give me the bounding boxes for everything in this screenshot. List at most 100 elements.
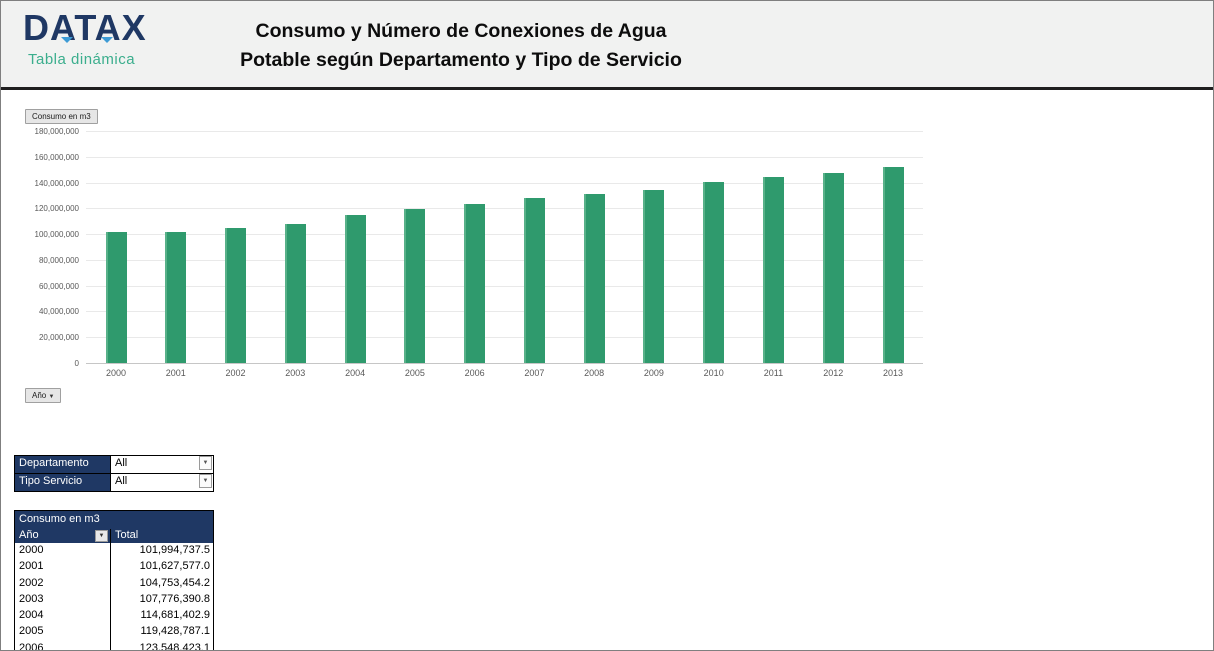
y-tick-label: 0 [74,359,79,368]
table-row: 2003 107,776,390.8 [15,591,213,609]
chart-axis-field-button[interactable]: Año ▼ [25,388,62,403]
gridline [86,259,923,261]
y-tick-label: 100,000,000 [34,230,80,240]
y-tick-label: 40,000,000 [38,307,79,317]
x-axis: 2000 2001 2002 2003 2004 2005 2006 2007 2008 2009… [86,368,923,382]
bar-2007 [523,198,545,363]
gridline [86,285,923,287]
x-tick-label: 2001 [165,368,186,378]
x-tick-label: 2004 [345,368,366,378]
title-line-2: Potable según Departamento y Tipo de Ser… [240,49,682,71]
x-tick-label: 2002 [225,368,246,378]
table-row: 2000 101,994,737.5 [15,543,213,560]
chart-plot-area [86,131,923,364]
x-tick-label: 2005 [404,368,425,378]
chevron-down-icon: ▼ [48,394,55,400]
year-cell: 2002 [15,575,111,592]
year-cell: 2005 [15,624,111,641]
year-cell: 2001 [15,559,111,576]
table-row: 2002 104,753,454.2 [15,575,213,592]
bar-2005 [404,209,426,363]
bar-2008 [583,193,605,363]
dropdown-button[interactable]: ▼ [199,474,212,488]
gridline [86,337,923,339]
table-row: 2004 114,681,402.9 [15,608,213,625]
autofilter-button[interactable]: ▼ [95,530,108,542]
pivot-table-title: Consumo en m3 [15,511,213,529]
bar-2004 [344,215,366,363]
bar-2009 [643,189,665,363]
y-tick-label: 120,000,000 [34,204,80,214]
filter-label: Departamento [15,456,111,473]
y-tick-label: 180,000,000 [34,127,80,136]
table-row: 2006 123,548,423.1 [15,640,213,651]
filter-value-dropdown[interactable]: All ▼ [111,474,213,491]
x-tick-label: 2007 [524,368,545,378]
total-cell: 114,681,402.9 [140,609,210,622]
x-tick-label: 2009 [643,368,664,378]
pivot-table: Consumo en m3 Año ▼ Total 2000 101,994,73… [14,510,214,651]
x-tick-label: 2006 [464,368,485,378]
y-tick-label: 160,000,000 [34,152,80,162]
year-cell: 2006 [15,640,111,650]
table-row: 2001 101,627,577.0 [15,559,213,576]
y-tick-label: 20,000,000 [38,333,79,343]
gridline [86,311,923,313]
report-header: DATAX Tabla dinámica Consumo y Número de… [1,1,1213,90]
datax-logo: DATAX [23,7,147,48]
filter-table: Departamento All ▼ Tipo Servicio All ▼ [14,455,214,492]
bar-2012 [822,172,844,363]
pivot-table-body: 2000 101,994,737.5 2001 101,627,577.0 2002 10… [15,543,213,651]
x-tick-label: 2010 [703,368,724,378]
filter-label: Tipo Servicio [15,474,111,491]
axis-button-label: Año [32,391,47,400]
total-column-header: Total [115,529,139,541]
year-cell: 2004 [15,608,111,625]
table-row: 2005 119,428,787.1 [15,624,213,641]
total-cell: 123,548,423.1 [139,641,210,651]
x-tick-label: 2003 [285,368,306,378]
x-tick-label: 2008 [584,368,605,378]
total-cell: 101,627,577.0 [139,560,210,573]
bar-2013 [882,166,904,363]
total-cell: 101,994,737.5 [139,544,210,556]
bar-2003 [284,224,306,363]
filter-row: Departamento All ▼ [15,456,213,474]
logo-triangle-icon [61,37,73,43]
bar-2000 [105,231,127,363]
title-line-1: Consumo y Número de Conexiones de Agua [255,20,667,42]
bar-2011 [762,177,784,363]
x-tick-label: 2000 [105,368,127,378]
dropdown-button[interactable]: ▼ [199,456,212,470]
y-tick-label: 60,000,000 [38,281,79,291]
total-cell: 104,753,454.2 [139,576,210,589]
x-tick-label: 2011 [763,368,784,378]
bar-2006 [464,203,486,363]
logo-triangle-icon [101,37,113,43]
y-tick-label: 80,000,000 [38,255,79,265]
x-tick-label: 2012 [823,368,844,378]
report-title: Consumo y Número de Conexiones de Agua P… [151,17,771,75]
chart-value-field-button[interactable]: Consumo en m3 [25,109,98,124]
bar-2001 [165,232,187,363]
bar-2010 [703,182,725,363]
year-column-header: Año ▼ [15,529,111,543]
x-tick-label: 2013 [882,368,904,378]
gridline [86,156,923,158]
year-cell: 2003 [15,591,111,609]
y-tick-label: 140,000,000 [34,178,80,188]
filter-value-dropdown[interactable]: All ▼ [111,456,213,473]
gridline [86,234,923,236]
total-cell: 119,428,787.1 [140,625,210,638]
gridline [86,131,923,132]
filter-row: Tipo Servicio All ▼ [15,474,213,491]
gridline [86,182,923,184]
logo-subtitle: Tabla dinámica [28,51,136,68]
year-cell: 2000 [15,543,111,560]
x-axis-line [86,363,923,364]
total-cell: 107,776,390.8 [139,592,210,605]
gridline [86,208,923,210]
filter-arrow-icon: ▼ [98,533,105,539]
y-axis: 0 20,000,000 40,000,000 60,000,000 80,000,00… [1,127,80,368]
